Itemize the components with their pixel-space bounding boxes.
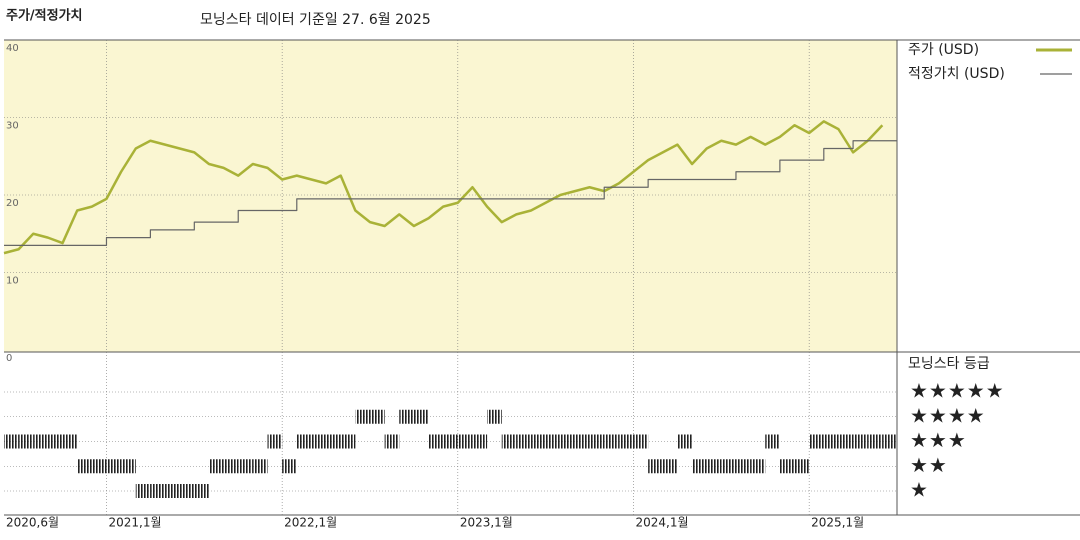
legend-label: 주가 (USD) xyxy=(908,42,979,58)
x-tick-label: 2024,1월 xyxy=(635,516,688,530)
rating-bar xyxy=(413,409,429,424)
x-tick-label: 2025,1월 xyxy=(811,516,864,530)
rating-bar xyxy=(823,434,839,449)
rating-bar xyxy=(574,434,590,449)
rating-bar xyxy=(560,434,575,449)
price-line xyxy=(3,120,884,255)
legend-label: 적정가치 (USD) xyxy=(908,66,1005,82)
rating-bar xyxy=(194,484,209,498)
rating-title: 모닝스타 등급 xyxy=(908,356,990,372)
rating-bar xyxy=(721,459,736,474)
x-tick-label: 2023,1월 xyxy=(460,516,513,530)
rating-bar xyxy=(487,409,502,424)
rating-bar xyxy=(135,484,151,498)
rating-bar xyxy=(677,434,693,449)
rating-bar xyxy=(399,409,414,424)
rating-bar xyxy=(765,434,780,449)
rating-bar xyxy=(4,434,19,449)
chart-subtitle: 모닝스타 데이터 기준일 27. 6월 2025 xyxy=(200,12,431,28)
rating-bar xyxy=(750,459,766,474)
rating-bar xyxy=(662,459,678,474)
rating-bar xyxy=(150,484,166,498)
rating-bar xyxy=(604,434,619,449)
rating-bar xyxy=(692,459,707,474)
x-tick-label: 2022,1월 xyxy=(284,516,337,530)
chart-title: 주가/적정가치 xyxy=(6,8,83,24)
rating-bar xyxy=(633,434,649,449)
rating-bar xyxy=(208,459,224,474)
rating-bar xyxy=(853,434,868,449)
rating-bar xyxy=(33,434,48,449)
y-tick-label: 0 xyxy=(6,353,12,364)
rating-bar xyxy=(589,434,605,449)
rating-bar xyxy=(618,434,634,449)
rating-bar xyxy=(531,434,546,449)
rating-bar xyxy=(809,434,824,449)
x-tick-label: 2021,1월 xyxy=(108,516,161,530)
rating-bar xyxy=(296,434,312,449)
rating-bar xyxy=(340,434,356,449)
price-panel xyxy=(4,40,897,352)
rating-bar xyxy=(457,434,473,449)
rating-bar xyxy=(545,434,561,449)
x-tick-label: 2020,6월 xyxy=(6,516,59,530)
rating-bar xyxy=(267,434,283,449)
rating-bar xyxy=(355,409,370,424)
rating-bar xyxy=(18,434,34,449)
y-tick-label: 20 xyxy=(6,198,19,209)
rating-bar xyxy=(91,459,107,474)
rating-bar xyxy=(311,434,327,449)
rating-bar xyxy=(428,434,444,449)
rating-bar xyxy=(735,459,751,474)
rating-bar xyxy=(838,434,854,449)
rating-bar xyxy=(501,434,517,449)
rating-bar xyxy=(252,459,268,474)
y-tick-label: 30 xyxy=(6,121,19,132)
rating-bar xyxy=(516,434,532,449)
rating-bar xyxy=(165,484,180,498)
rating-level-label: ★★★★ xyxy=(910,403,986,427)
rating-level-label: ★★ xyxy=(910,453,948,477)
rating-bar xyxy=(47,434,63,449)
rating-bar xyxy=(179,484,195,498)
rating-bar xyxy=(326,434,341,449)
rating-bar xyxy=(706,459,722,474)
rating-bar xyxy=(867,434,883,449)
rating-bar xyxy=(648,459,663,474)
fair-value-line xyxy=(4,140,897,246)
rating-bar xyxy=(106,459,122,474)
rating-bar xyxy=(121,459,136,474)
rating-bar xyxy=(369,409,385,424)
rating-bar xyxy=(779,459,795,474)
rating-bar xyxy=(443,434,458,449)
y-tick-label: 40 xyxy=(6,43,19,54)
rating-bar xyxy=(77,459,92,474)
y-tick-label: 10 xyxy=(6,276,19,287)
rating-bar xyxy=(794,459,810,474)
rating-level-label: ★ xyxy=(910,478,929,502)
rating-bar xyxy=(223,459,239,474)
rating-level-label: ★★★★★ xyxy=(910,379,1005,403)
rating-bar xyxy=(384,434,400,449)
rating-bar xyxy=(62,434,78,449)
rating-bar xyxy=(282,459,297,474)
rating-bar xyxy=(472,434,488,449)
rating-bar xyxy=(238,459,253,474)
rating-bar xyxy=(882,434,897,449)
rating-level-label: ★★★ xyxy=(910,428,967,452)
